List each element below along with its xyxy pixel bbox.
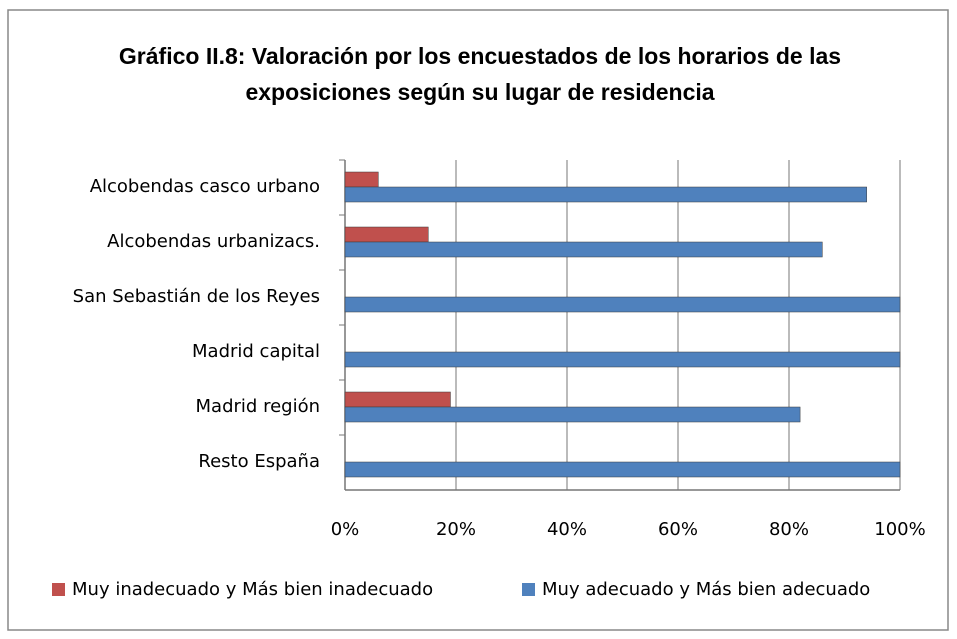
bar (344, 351, 901, 368)
bar (344, 171, 379, 188)
bar (344, 241, 823, 258)
bar (344, 226, 429, 243)
y-tick-label: Alcobendas urbanizacs. (107, 231, 320, 252)
bar (344, 186, 867, 203)
legend-label: Muy inadecuado y Más bien inadecuado (72, 579, 433, 600)
legend-label: Muy adecuado y Más bien adecuado (542, 579, 870, 600)
x-tick-label: 100% (874, 519, 925, 540)
x-tick-label: 60% (658, 519, 698, 540)
bar (344, 461, 901, 478)
y-tick-label: Resto España (198, 451, 320, 472)
y-tick-label: Madrid capital (192, 341, 320, 362)
bar (344, 391, 451, 408)
y-tick-label: San Sebastián de los Reyes (73, 286, 320, 307)
x-tick-label: 80% (769, 519, 809, 540)
bar (344, 406, 801, 423)
y-tick-label: Alcobendas casco urbano (90, 176, 320, 197)
legend-swatch (52, 583, 65, 596)
x-tick-label: 0% (331, 519, 360, 540)
x-tick-label: 40% (547, 519, 587, 540)
chart-title: Gráfico II.8: Valoración por los encuest… (118, 43, 842, 105)
bar (344, 296, 901, 313)
x-tick-label: 20% (436, 519, 476, 540)
y-tick-label: Madrid región (196, 396, 320, 417)
chart-border (7, 9, 949, 631)
legend-swatch (522, 583, 535, 596)
